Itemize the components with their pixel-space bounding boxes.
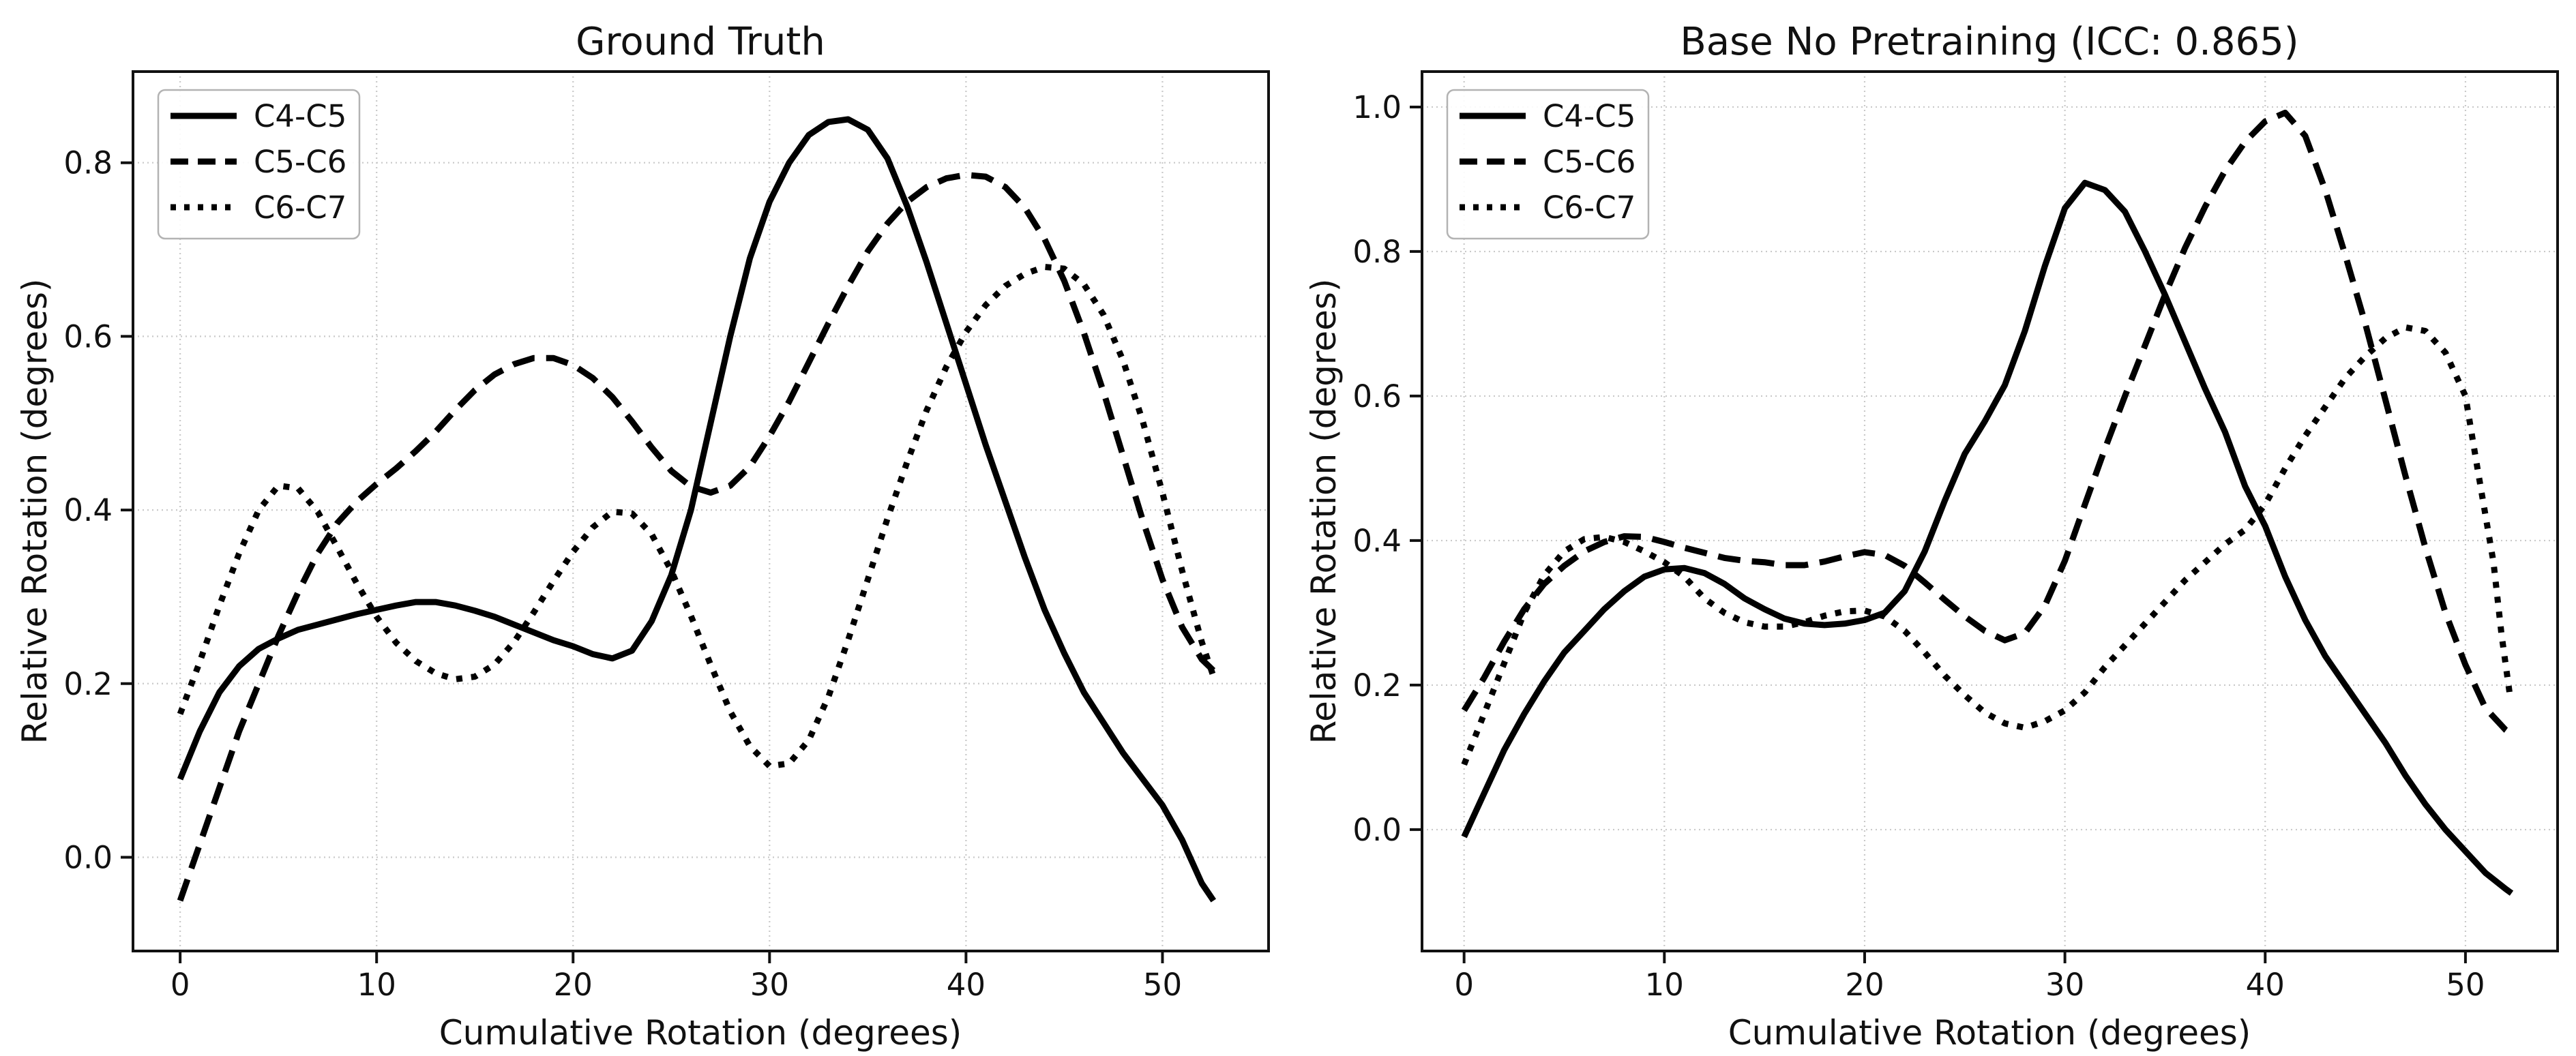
y-axis-label: Relative Rotation (degrees) — [15, 279, 55, 744]
legend-label: C6-C7 — [1543, 190, 1635, 226]
x-tick-label: 20 — [554, 967, 593, 1003]
legend-label: C6-C7 — [254, 190, 346, 226]
y-tick-label: 1.0 — [1352, 89, 1402, 125]
legend-label: C5-C6 — [1543, 144, 1635, 180]
y-tick-label: 0.2 — [63, 666, 113, 702]
y-tick-label: 0.2 — [1352, 667, 1402, 704]
chart-panel-base-no-pretraining: 0 10 20 30 40 500.00.20.40.60.81.0 C4-C5C5-C6C… — [1304, 20, 2559, 1053]
legend-label: C4-C5 — [254, 98, 346, 134]
chart-title: Ground Truth — [576, 20, 825, 64]
x-tick-label: 0 — [171, 967, 190, 1003]
y-tick-label: 0.8 — [63, 145, 113, 181]
x-tick-label: 40 — [2246, 967, 2285, 1003]
y-tick-label: 0.8 — [1352, 234, 1402, 270]
legend-item: C5-C6 — [171, 144, 346, 180]
legend: C4-C5 C5-C6 C6-C7 — [157, 89, 361, 240]
x-axis-label: Cumulative Rotation (degrees) — [439, 1013, 962, 1053]
legend-item: C6-C7 — [171, 190, 346, 226]
x-tick-label: 30 — [2045, 967, 2084, 1003]
series-c5-c6-line — [177, 172, 1216, 902]
chart-title: Base No Pretraining (ICC: 0.865) — [1680, 20, 2298, 64]
legend-item: C4-C5 — [1460, 98, 1635, 134]
y-tick-label: 0.6 — [63, 318, 113, 354]
x-axis-label: Cumulative Rotation (degrees) — [1728, 1013, 2251, 1053]
series-c6-c7-line — [1461, 324, 2513, 766]
legend-label: C5-C6 — [254, 144, 346, 180]
x-tick-label: 50 — [1143, 967, 1182, 1003]
legend-item: C4-C5 — [171, 98, 346, 134]
series-c4-c5-line — [177, 116, 1217, 903]
y-tick-label: 0.0 — [63, 839, 113, 875]
x-tick-label: 0 — [1454, 967, 1474, 1003]
y-tick-label: 0.4 — [63, 492, 113, 528]
x-tick-label: 10 — [357, 967, 396, 1003]
legend: C4-C5 C5-C6 C6-C7 — [1446, 89, 1650, 240]
chart-panel-ground-truth: 0 10 20 30 40 50 0.0 0.2 0.4 0.6 0.8 C4-C5 C5-C6 C6-C… — [15, 20, 1270, 1053]
legend-item: C6-C7 — [1460, 190, 1635, 226]
x-tick-label: 50 — [2446, 967, 2485, 1003]
x-tick-label: 40 — [947, 967, 986, 1003]
y-tick-label: 0.6 — [1352, 378, 1402, 414]
legend-box — [1446, 89, 1650, 240]
legend-label: C4-C5 — [1543, 98, 1635, 134]
x-tick-label: 10 — [1645, 967, 1684, 1003]
legend-box — [157, 89, 361, 240]
series-c5-c6-line — [1461, 109, 2514, 737]
series-c4-c5-line — [1461, 179, 2514, 896]
y-tick-label: 0.0 — [1352, 812, 1402, 848]
plot-border — [1421, 70, 2559, 952]
x-tick-label: 20 — [1845, 967, 1884, 1003]
legend-item: C5-C6 — [1460, 144, 1635, 180]
y-axis-label: Relative Rotation (degrees) — [1304, 279, 1344, 744]
series-c6-c7-line — [177, 264, 1217, 770]
y-tick-label: 0.4 — [1352, 523, 1402, 559]
x-tick-label: 30 — [750, 967, 789, 1003]
